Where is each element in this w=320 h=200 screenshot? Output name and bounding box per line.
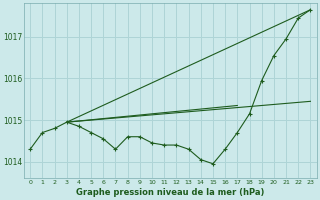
- X-axis label: Graphe pression niveau de la mer (hPa): Graphe pression niveau de la mer (hPa): [76, 188, 265, 197]
